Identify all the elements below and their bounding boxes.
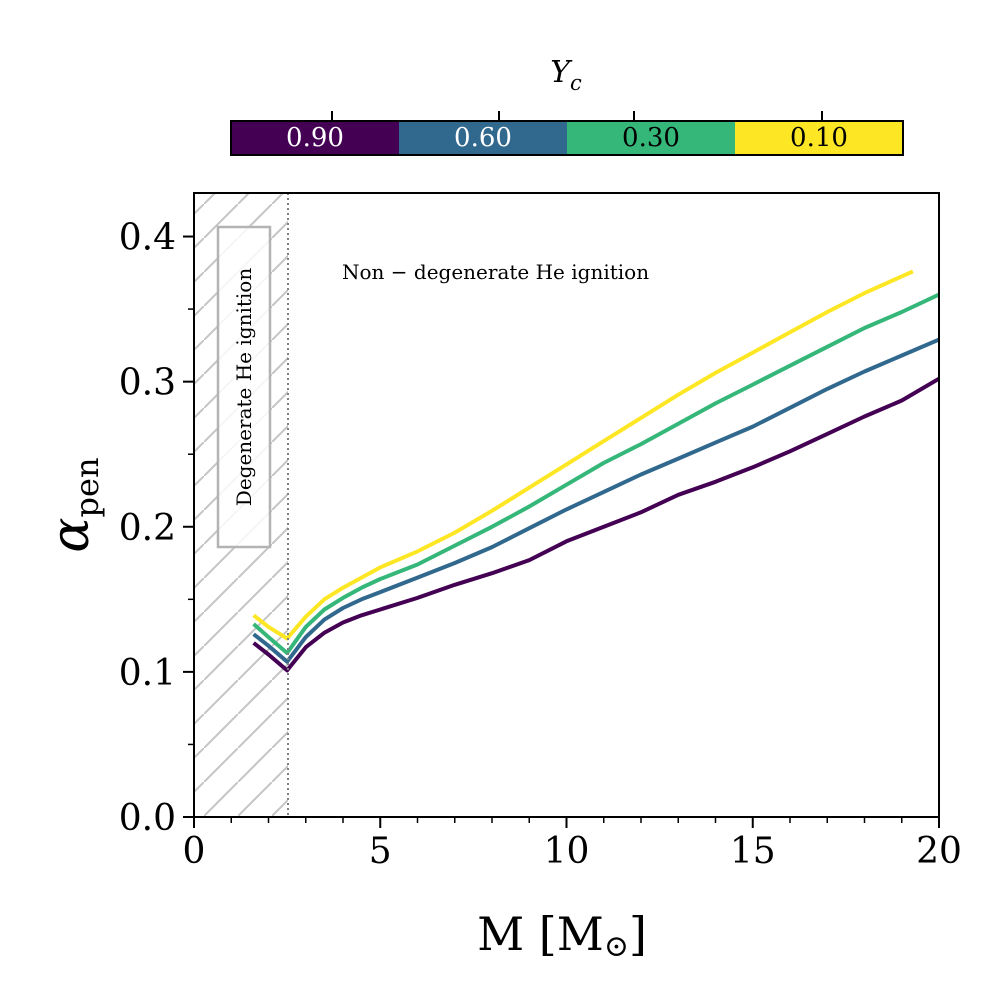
colorbar-label: 0.90 (286, 123, 344, 153)
series-line-yc-0-30 (252, 292, 939, 655)
x-tick-label: 10 (544, 831, 590, 872)
colorbar-segment (735, 121, 903, 155)
y-tick-label: 0.3 (119, 363, 176, 404)
series-line-yc-0-60 (252, 337, 939, 664)
y-tick-label: 0.1 (119, 653, 176, 694)
colorbar-label: 0.30 (622, 123, 680, 153)
x-tick-label: 5 (369, 831, 392, 872)
colorbar: 0.90 0.60 0.30 0.10 (230, 111, 904, 156)
degenerate-label-box (216, 225, 272, 549)
colorbar-label: 0.10 (790, 123, 848, 153)
colorbar-title: Yc (550, 55, 582, 95)
y-tick-label: 0.2 (119, 508, 176, 549)
degenerate-label: Degenerate He ignition (232, 268, 256, 507)
non-degenerate-label: Non − degenerate He ignition (342, 260, 649, 284)
colorbar-segment (231, 121, 399, 155)
series-line-yc-0-90 (252, 376, 939, 673)
colorbar-label: 0.60 (454, 123, 512, 153)
plot-frame (193, 192, 940, 818)
x-tick-label: 0 (183, 831, 206, 872)
x-tick-label: 15 (730, 831, 776, 872)
y-axis-label: αpen (41, 457, 106, 552)
series-layer (252, 269, 939, 673)
x-axis-label: M [M⊙] (477, 907, 647, 964)
colorbar-frame (230, 120, 904, 156)
y-tick-label: 0.4 (119, 218, 176, 259)
colorbar-segment (399, 121, 567, 155)
series-line-yc-0-10 (252, 269, 914, 641)
axes-layer: 0 5 10 15 20 0.0 0.1 0.2 0.3 0.4 (119, 218, 962, 872)
x-tick-label: 20 (916, 831, 962, 872)
y-tick-label: 0.0 (119, 798, 176, 839)
colorbar-segment (567, 121, 735, 155)
